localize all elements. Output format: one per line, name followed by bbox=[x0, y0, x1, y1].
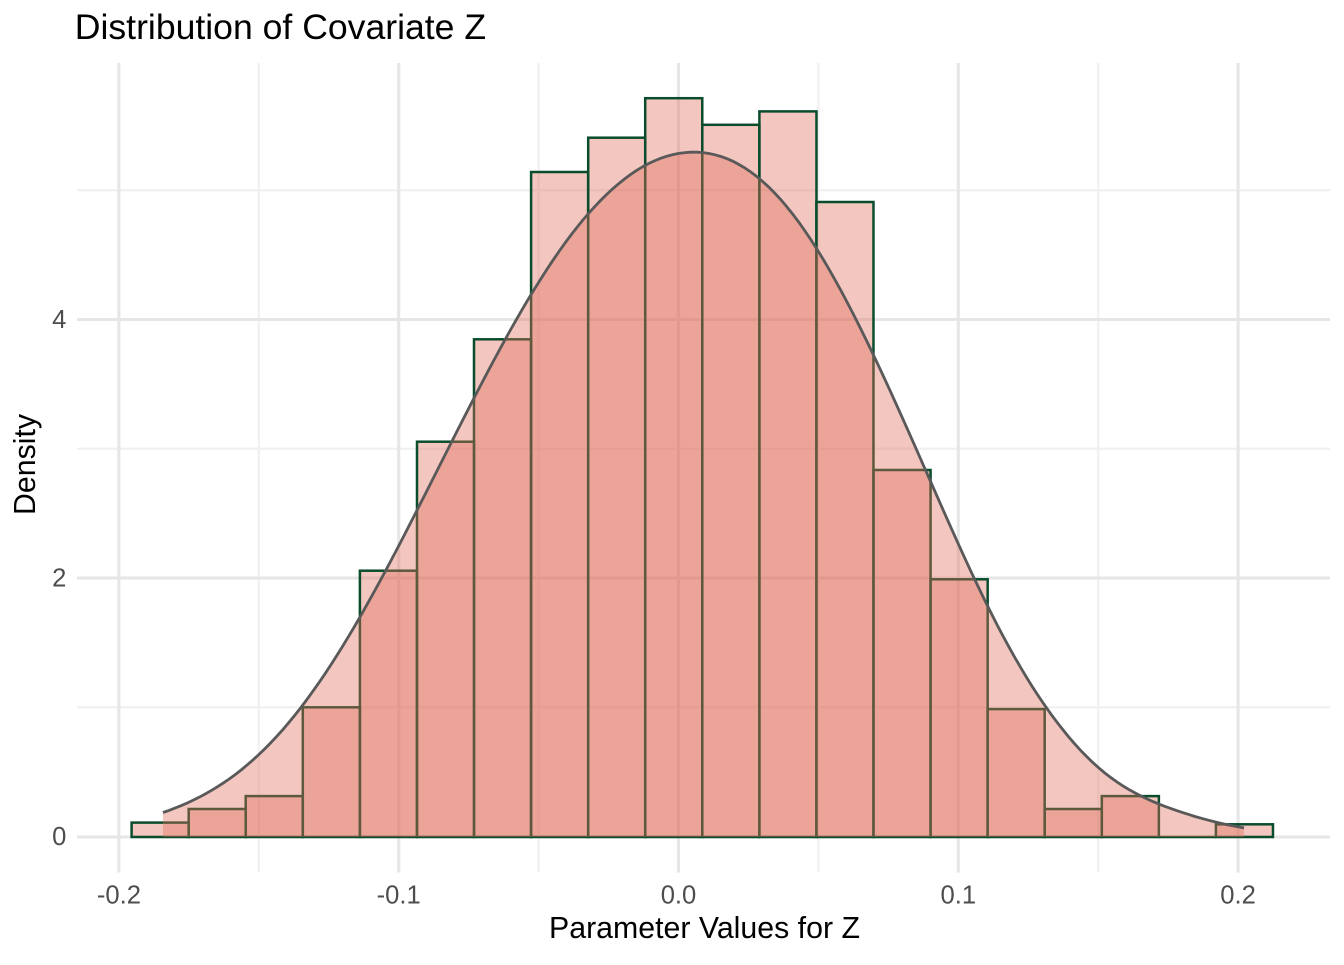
svg-text:0.0: 0.0 bbox=[661, 881, 697, 909]
svg-text:0.1: 0.1 bbox=[941, 881, 977, 909]
svg-text:Parameter Values for Z: Parameter Values for Z bbox=[549, 912, 860, 945]
svg-text:-0.1: -0.1 bbox=[377, 881, 421, 909]
svg-text:2: 2 bbox=[52, 565, 66, 593]
svg-text:Distribution of Covariate Z: Distribution of Covariate Z bbox=[75, 7, 486, 47]
svg-text:4: 4 bbox=[52, 306, 66, 334]
svg-text:-0.2: -0.2 bbox=[97, 881, 141, 909]
svg-text:Density: Density bbox=[9, 413, 42, 515]
svg-text:0.2: 0.2 bbox=[1220, 881, 1256, 909]
svg-text:0: 0 bbox=[52, 823, 66, 851]
